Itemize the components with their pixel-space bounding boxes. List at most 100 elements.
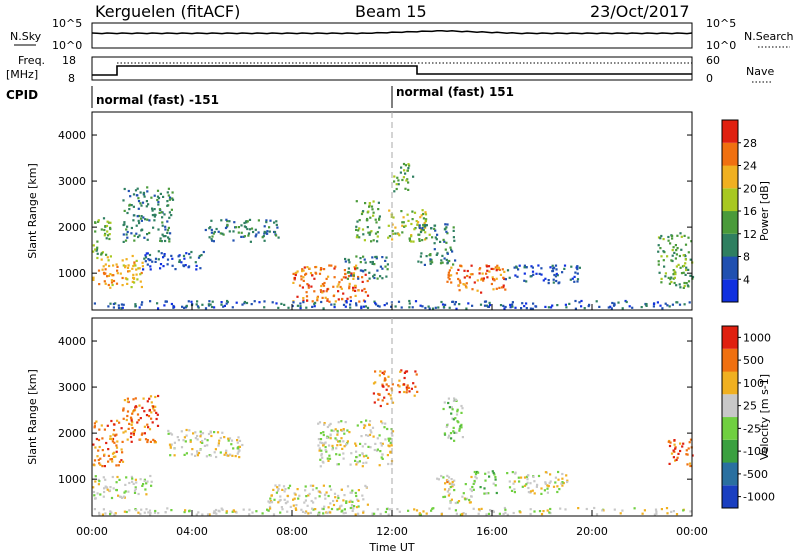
power-cell-9 [395,187,398,191]
velocity-cell-5 [326,425,329,429]
velocity-cell-2 [94,475,97,478]
power-cell-2 [167,226,170,229]
power-cell-14 [355,304,358,307]
velocity-cell-5 [364,424,367,427]
power-cell-14 [245,301,249,305]
velocity-cell-10 [456,501,459,504]
velocity-cell-2 [112,487,115,490]
velocity-cell-14 [98,511,101,514]
power-cell-0 [116,265,119,268]
power-cell-4 [234,226,238,229]
velocity-cell-5 [376,448,379,451]
velocity-cell-3 [180,446,184,449]
power-cell-0 [127,270,130,273]
power-cell-0 [103,280,106,283]
power-cell-13 [671,254,674,257]
velocity-cell-5 [390,444,393,447]
velocity-cell-8 [447,436,450,439]
power-cell-7 [358,236,361,239]
velocity-cell-14 [413,508,416,511]
velocity-cell-6 [391,401,395,404]
velocity-cell-7 [398,385,401,388]
power-cell-6 [359,257,362,260]
colorbar-swatch [722,394,738,418]
velocity-cell-2 [131,477,134,480]
power-cell-2 [146,186,149,189]
power-cell-14 [173,305,176,309]
power-cell-4 [226,220,229,223]
power-cell-12 [531,266,534,269]
velocity-cell-3 [217,444,220,447]
power-cell-10 [417,260,420,263]
power-cell-5 [353,266,356,269]
velocity-cell-14 [266,508,269,511]
velocity-cell-10 [464,483,467,486]
velocity-cell-5 [332,429,335,432]
velocity-cell-14 [373,512,376,515]
velocity-cell-14 [655,512,658,515]
power-cell-4 [246,227,249,231]
velocity-cell-0 [103,428,106,431]
power-cell-14 [250,303,253,306]
power-cell-14 [109,302,112,305]
velocity-cell-12 [513,488,516,491]
velocity-cell-14 [593,506,596,510]
power-cell-6 [346,277,349,280]
power-cell-5 [322,284,326,287]
power-cell-5 [364,291,367,294]
velocity-cell-14 [322,512,325,515]
velocity-cell-1 [138,404,141,407]
power-cell-2 [161,216,164,219]
power-cell-14 [363,300,367,303]
power-cell-13 [669,278,672,281]
power-cell-0 [92,276,95,279]
velocity-cell-14 [448,507,451,510]
velocity-cell-5 [365,419,368,422]
velocity-cell-14 [188,510,191,513]
power-cell-7 [370,205,374,208]
power-cell-4 [204,228,207,232]
power-cell-14 [207,303,210,306]
power-cell-10 [419,230,423,234]
velocity-cell-5 [324,441,327,444]
velocity-cell-1 [134,406,137,409]
velocity-cell-14 [183,511,186,514]
power-cell-6 [362,255,365,258]
velocity-cell-14 [326,511,329,515]
velocity-cell-10 [464,498,467,501]
velocity-cell-1 [156,424,160,427]
power-cell-14 [156,302,159,305]
velocity-cell-0 [115,464,118,467]
velocity-cell-14 [430,509,433,512]
power-cell-5 [302,279,305,282]
velocity-cell-0 [92,443,95,446]
power-cell-5 [328,300,331,303]
power-cell-14 [479,303,483,306]
power-cell-12 [555,272,558,275]
power-cell-2 [152,226,155,229]
velocity-cell-2 [139,478,142,481]
velocity-cell-13 [681,445,684,448]
velocity-cell-13 [688,441,691,444]
velocity-cell-14 [255,510,258,513]
power-cell-14 [458,303,461,306]
power-cell-14 [374,302,377,305]
power-cell-4 [263,225,266,228]
velocity-cell-3 [227,454,230,457]
velocity-cell-14 [559,507,562,510]
velocity-cell-10 [470,489,473,493]
velocity-cell-3 [238,439,242,442]
power-cell-2 [170,214,173,217]
power-cell-6 [379,275,382,278]
velocity-cell-14 [325,511,328,514]
power-cell-2 [144,218,147,221]
power-cell-2 [160,211,163,214]
power-cell-10 [446,232,449,235]
power-cell-8 [428,233,431,236]
power-cell-10 [423,263,426,266]
velocity-cell-11 [437,478,440,481]
power-cell-8 [425,218,428,221]
power-cell-7 [378,226,381,229]
velocity-cell-0 [121,440,124,443]
power-cell-4 [257,219,260,222]
